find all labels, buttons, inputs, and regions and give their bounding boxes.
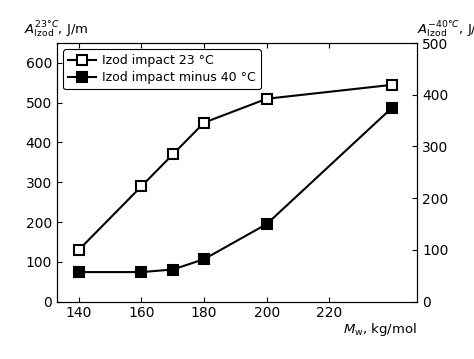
- Line: Izod impact minus 40 °C: Izod impact minus 40 °C: [74, 103, 397, 276]
- Izod impact 23 °C: [201, 121, 207, 125]
- Izod impact 23 °C: [170, 152, 176, 157]
- Text: $A_{\rm Izod}^{23°C}$, J/m: $A_{\rm Izod}^{23°C}$, J/m: [25, 20, 89, 41]
- Izod impact minus 40 °C: [76, 270, 82, 274]
- Izod impact minus 40 °C: [201, 257, 207, 261]
- Izod impact minus 40 °C: [389, 106, 395, 110]
- Text: $A_{\rm Izod}^{-40°C}$, J/m: $A_{\rm Izod}^{-40°C}$, J/m: [417, 20, 474, 41]
- Izod impact 23 °C: [389, 83, 395, 87]
- Izod impact 23 °C: [264, 97, 270, 101]
- Izod impact 23 °C: [138, 184, 144, 188]
- Line: Izod impact 23 °C: Izod impact 23 °C: [74, 80, 397, 255]
- Izod impact minus 40 °C: [264, 222, 270, 226]
- Legend: Izod impact 23 °C, Izod impact minus 40 °C: Izod impact 23 °C, Izod impact minus 40 …: [63, 49, 261, 89]
- Text: $M_{\rm w}$, kg/mol: $M_{\rm w}$, kg/mol: [343, 321, 417, 338]
- Izod impact minus 40 °C: [138, 270, 144, 274]
- Izod impact 23 °C: [76, 248, 82, 252]
- Izod impact minus 40 °C: [170, 267, 176, 272]
